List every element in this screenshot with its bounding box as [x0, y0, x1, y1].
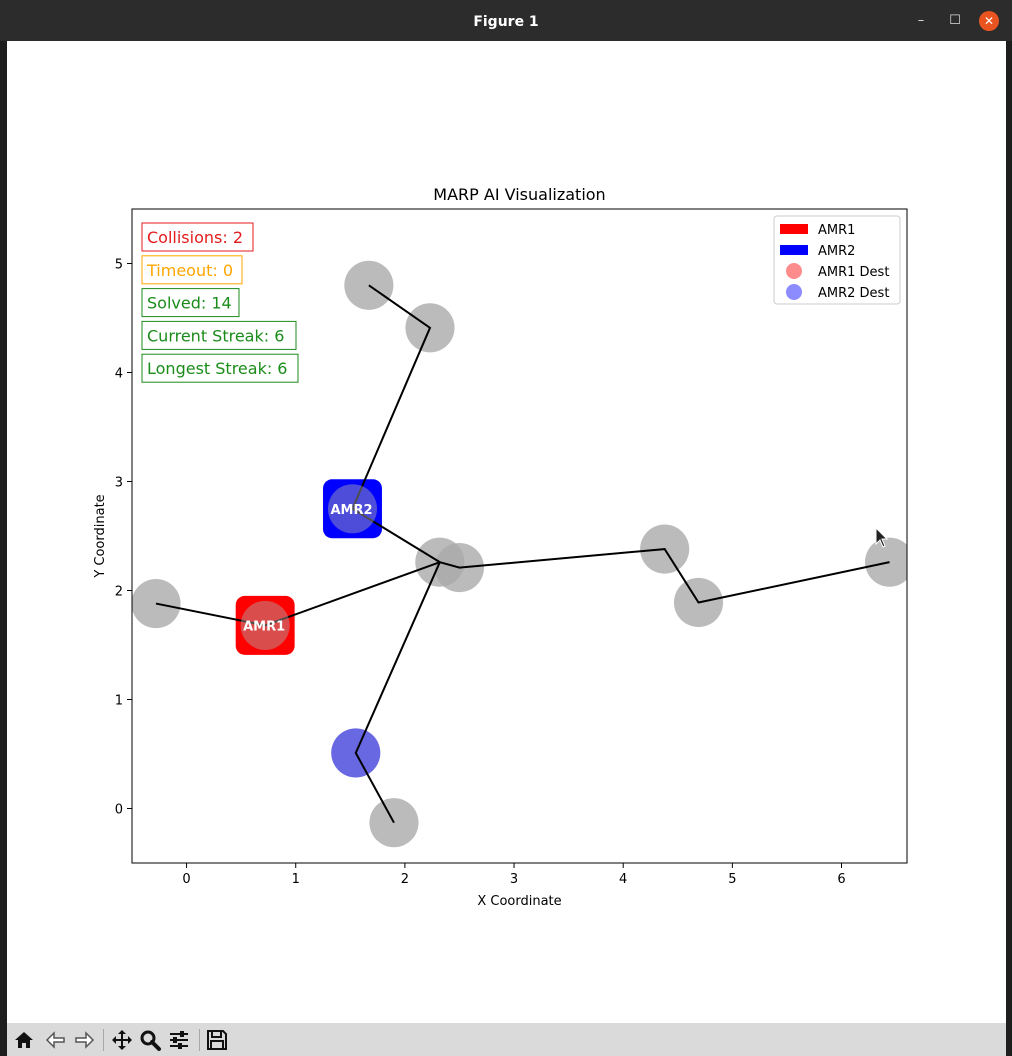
minimize-button[interactable]: –: [917, 13, 925, 28]
path-edge: [439, 548, 890, 604]
legend-marker: [786, 284, 802, 300]
back-button[interactable]: [44, 1028, 68, 1052]
chart-title: MARP AI Visualization: [433, 185, 605, 204]
robot-node-overlay: [327, 484, 378, 534]
save-icon: [207, 1030, 227, 1050]
legend-label: AMR1 Dest: [818, 265, 889, 280]
zoom-button[interactable]: [138, 1028, 162, 1052]
x-tick-label: 2: [401, 872, 409, 887]
y-tick-label: 0: [115, 803, 123, 818]
stat-text: Solved: 14: [147, 294, 232, 313]
legend-marker: [786, 263, 802, 279]
robot-node-overlay: [240, 600, 290, 650]
stat-box: [141, 353, 299, 383]
plot-area: AMR1 AMR2: [132, 260, 907, 848]
figure-canvas: MARP AI Visualization 0 1 2 3 4 5 6 0 1 2 3 4 5 X Coor…: [7, 41, 1006, 1023]
stat-text: Collisions: 2: [147, 228, 243, 247]
stat-box: [141, 288, 240, 318]
x-tick-label: 6: [837, 872, 845, 887]
stat-text: Longest Streak: 6: [147, 359, 287, 378]
graph-node: [344, 260, 394, 310]
y-tick-label: 5: [115, 258, 123, 273]
home-button[interactable]: [12, 1028, 36, 1052]
toolbar-separator: [103, 1029, 104, 1051]
path-edge: [351, 284, 441, 564]
legend-label: AMR2 Dest: [818, 286, 889, 301]
stat-box: [141, 255, 243, 285]
graph-node: [132, 579, 181, 629]
close-button[interactable]: ✕: [979, 11, 999, 31]
x-tick-label: 4: [619, 872, 627, 887]
background-window-edge: [1006, 41, 1012, 1056]
path-edge: [155, 561, 441, 627]
configure-subplots-button[interactable]: [167, 1028, 191, 1052]
y-tick-label: 3: [115, 476, 123, 491]
mouse-cursor-icon: [875, 526, 889, 548]
background-window: [0, 41, 7, 1056]
configure-subplots-icon: [170, 1031, 188, 1049]
window-title: Figure 1: [473, 14, 539, 30]
y-axis-label: Y Coordinate: [93, 494, 108, 578]
zoom-icon: [140, 1030, 161, 1051]
pan-icon: [112, 1030, 132, 1050]
maximize-button[interactable]: ☐: [949, 13, 961, 28]
path-edge: [354, 561, 441, 824]
x-tick-label: 0: [182, 872, 190, 887]
legend-label: AMR2: [818, 244, 855, 259]
legend-box: [773, 215, 901, 305]
navigation-toolbar: [7, 1023, 1006, 1056]
y-tick-label: 4: [115, 367, 123, 382]
legend-swatch: [780, 224, 808, 234]
legend-swatch: [780, 245, 808, 255]
save-button[interactable]: [205, 1028, 229, 1052]
x-tick-label: 1: [292, 872, 300, 887]
stat-box: [141, 222, 254, 252]
stat-box: [141, 320, 297, 350]
robot-label: AMR2: [330, 503, 372, 518]
axes-frame: [131, 208, 908, 864]
back-icon: [45, 1031, 65, 1049]
stat-text: Timeout: 0: [146, 261, 233, 280]
pan-button[interactable]: [110, 1028, 134, 1052]
window-titlebar: Figure 1 – ☐ ✕: [0, 0, 1012, 42]
y-tick-label: 2: [115, 585, 123, 600]
home-icon: [15, 1032, 33, 1048]
robot-label: AMR1: [243, 619, 285, 634]
x-tick-label: 5: [728, 872, 736, 887]
y-tick-label: 1: [115, 694, 123, 709]
forward-button[interactable]: [72, 1028, 96, 1052]
x-tick-label: 3: [510, 872, 518, 887]
x-axis-label: X Coordinate: [477, 894, 561, 909]
toolbar-separator: [199, 1029, 200, 1051]
forward-icon: [75, 1031, 95, 1049]
stat-text: Current Streak: 6: [147, 326, 284, 345]
legend-label: AMR1: [818, 223, 855, 238]
chart-svg: MARP AI Visualization 0 1 2 3 4 5 6 0 1 2 3 4 5 X Coor…: [93, 185, 908, 909]
